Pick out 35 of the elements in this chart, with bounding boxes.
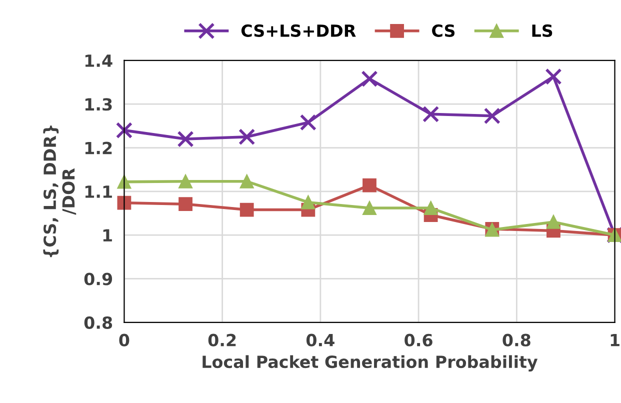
y-tick-label: 0.9 [84, 272, 112, 286]
x-axis-title: Local Packet Generation Probability [202, 355, 538, 372]
point [300, 114, 317, 131]
y-tick-label: 1.1 [85, 186, 112, 198]
point [238, 128, 256, 146]
point [361, 70, 378, 88]
point [177, 130, 194, 148]
legend-label: CS+LS+DDR [241, 24, 356, 37]
x-tick-label: 1 [610, 334, 620, 346]
point [546, 215, 560, 229]
point [422, 106, 440, 122]
point [240, 202, 254, 217]
x-tick-label: 0 [119, 334, 130, 346]
y-tick-label: 0.8 [84, 316, 112, 329]
x-tick-label: 0.8 [502, 334, 530, 346]
point [484, 108, 500, 124]
point [424, 201, 438, 215]
y-axis-title: {CS, LS, DDR} /DOR [43, 126, 76, 258]
y-tick-label: 1 [103, 229, 112, 242]
point [301, 195, 316, 210]
point [240, 174, 254, 188]
point [362, 178, 376, 192]
y-tick-label: 1.2 [85, 142, 112, 154]
point [362, 201, 376, 215]
y-tick-label: 1.3 [85, 98, 112, 111]
x-tick-label: 0.4 [306, 334, 334, 346]
x-tick-label: 0.2 [208, 334, 236, 346]
point [116, 122, 133, 139]
point [545, 68, 562, 85]
legend-label: CS [432, 24, 455, 37]
y-tick-label: 1.4 [85, 54, 112, 67]
point [178, 174, 192, 188]
x-tick-label: 0.6 [404, 334, 432, 346]
point [178, 197, 192, 212]
legend-label: LS [532, 24, 552, 37]
